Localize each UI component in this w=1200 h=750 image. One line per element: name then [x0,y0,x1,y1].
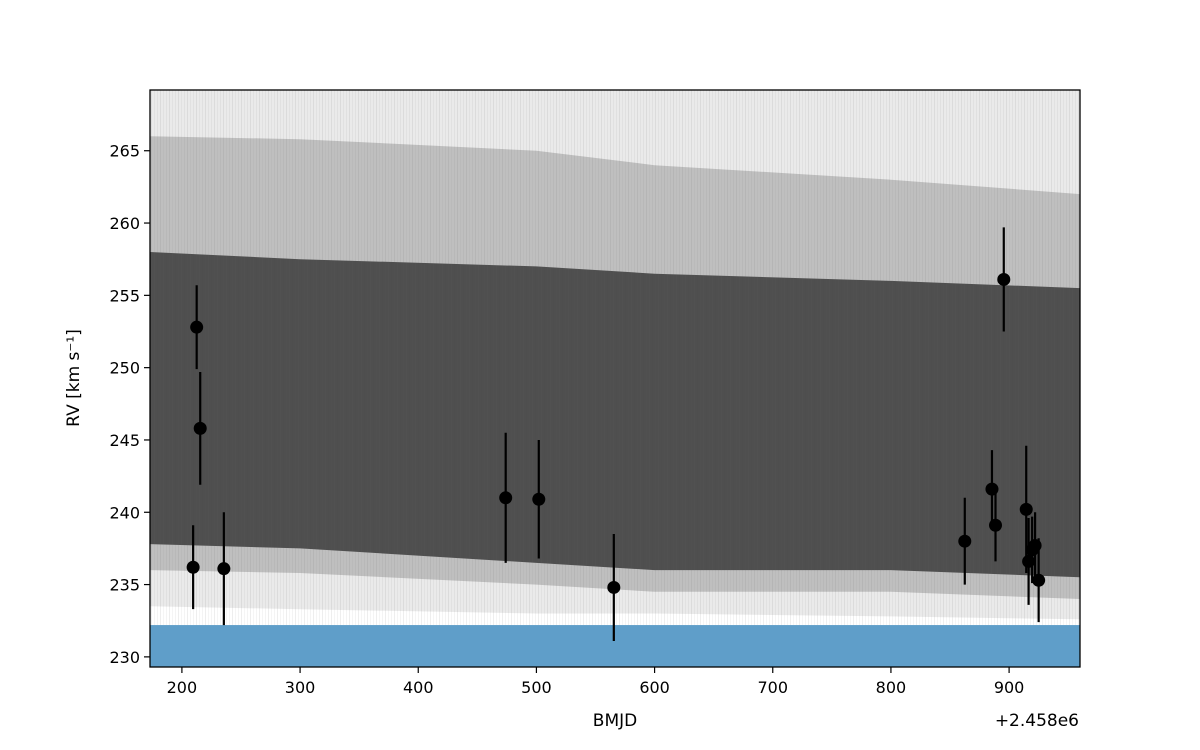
data-point [1032,538,1046,623]
data-point [217,512,231,626]
model-streaks [150,90,1080,667]
data-point [190,285,204,370]
y-tick-label: 260 [109,214,140,233]
point-marker [1032,573,1046,587]
point-marker [193,421,207,435]
x-axis-offset: +2.458e6 [995,711,1079,731]
plot-area [150,90,1080,667]
data-point [958,497,972,585]
y-axis: 230 235 240 245 250 255 260 265 [109,142,150,667]
point-marker [607,580,621,594]
x-tick-label: 400 [403,678,434,697]
data-point [997,227,1011,332]
y-tick-label: 265 [109,142,140,161]
point-marker [958,534,972,548]
point-marker [186,560,200,574]
x-tick-label: 700 [757,678,788,697]
x-axis-label: BMJD [593,711,637,731]
data-point [193,371,207,485]
x-tick-label: 600 [639,678,670,697]
y-axis-label: RV [km s⁻¹] [64,329,84,427]
data-point [186,525,200,610]
data-point [499,432,513,563]
data-points [186,227,1046,641]
data-point [989,489,1003,562]
x-tick-label: 300 [285,678,316,697]
x-tick-label: 500 [521,678,552,697]
point-marker [499,491,513,505]
point-marker [217,562,231,576]
point-marker [997,272,1011,286]
x-tick-label: 200 [167,678,198,697]
shaded-band [150,625,1080,667]
y-tick-label: 250 [109,359,140,378]
y-tick-label: 235 [109,576,140,595]
data-point [532,439,546,559]
point-marker [190,320,204,334]
x-tick-label: 900 [994,678,1025,697]
plot-frame [149,89,1081,668]
point-marker [1019,502,1033,516]
x-tick-label: 800 [876,678,907,697]
point-marker [532,492,546,506]
x-axis: 200 300 400 500 600 700 800 900 [167,667,1025,697]
point-marker [989,518,1003,532]
data-point [607,533,621,641]
y-tick-label: 245 [109,431,140,450]
y-tick-label: 240 [109,503,140,522]
y-tick-label: 255 [109,286,140,305]
y-tick-label: 230 [109,648,140,667]
